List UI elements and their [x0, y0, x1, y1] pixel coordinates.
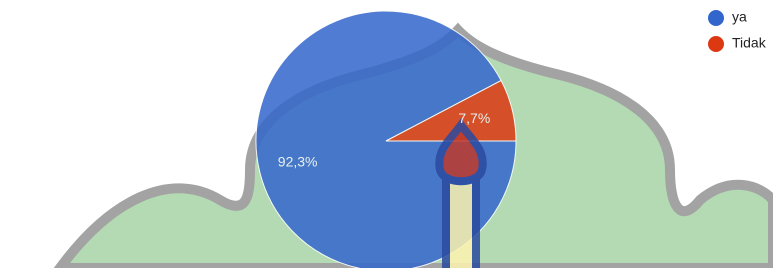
legend-swatch: [708, 36, 724, 52]
chart: 92,3% 7,7% ya Tidak: [0, 0, 773, 268]
minaret: [439, 125, 482, 268]
slice-label: 7,7%: [458, 110, 490, 126]
legend: ya Tidak: [708, 9, 767, 52]
legend-label: Tidak: [732, 35, 767, 51]
slice-label: 92,3%: [278, 154, 318, 170]
minaret-tower: [446, 175, 476, 268]
legend-swatch: [708, 10, 724, 26]
legend-label: ya: [732, 9, 747, 25]
